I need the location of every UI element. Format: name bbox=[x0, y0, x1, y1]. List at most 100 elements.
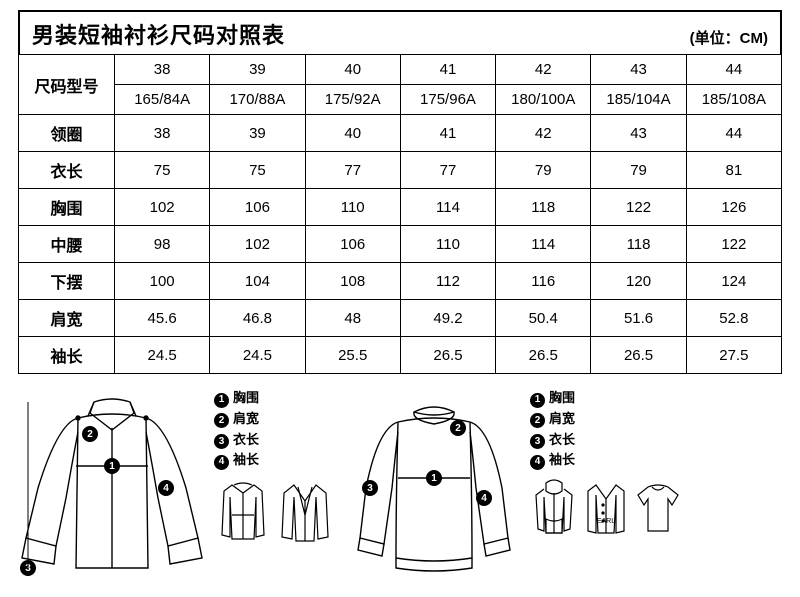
cell: 45.6 bbox=[115, 300, 210, 337]
cell: 26.5 bbox=[400, 337, 495, 374]
cell: 75 bbox=[210, 152, 305, 189]
cell: 26.5 bbox=[496, 337, 591, 374]
shirt-thumbnails bbox=[214, 475, 334, 545]
shirt-legend-col: 1胸围2肩宽3衣长4袖长 bbox=[214, 388, 334, 545]
spec-col: 170/88A bbox=[210, 85, 305, 115]
cell: 112 bbox=[400, 263, 495, 300]
legend-item: 4袖长 bbox=[530, 450, 682, 471]
sweatshirt-thumbnails: EARL bbox=[530, 475, 682, 537]
svg-text:2: 2 bbox=[87, 429, 93, 440]
cell: 42 bbox=[496, 115, 591, 152]
svg-text:4: 4 bbox=[163, 483, 169, 494]
svg-text:EARL: EARL bbox=[597, 518, 615, 525]
legend-list: 1胸围2肩宽3衣长4袖长 bbox=[214, 388, 334, 471]
spec-col: 185/104A bbox=[591, 85, 686, 115]
cell: 46.8 bbox=[210, 300, 305, 337]
cell: 75 bbox=[115, 152, 210, 189]
legend-item: 2肩宽 bbox=[214, 409, 334, 430]
table-row: 中腰98102106110114118122 bbox=[19, 226, 782, 263]
cell: 26.5 bbox=[591, 337, 686, 374]
cell: 52.8 bbox=[686, 300, 781, 337]
cell: 39 bbox=[210, 115, 305, 152]
size-col: 39 bbox=[210, 55, 305, 85]
cell: 106 bbox=[210, 189, 305, 226]
row-label: 胸围 bbox=[19, 189, 115, 226]
header-label: 尺码型号 bbox=[19, 55, 115, 115]
cell: 27.5 bbox=[686, 337, 781, 374]
cell: 48 bbox=[305, 300, 400, 337]
cell: 110 bbox=[305, 189, 400, 226]
legend-item: 3衣长 bbox=[530, 430, 682, 451]
cell: 98 bbox=[115, 226, 210, 263]
cell: 100 bbox=[115, 263, 210, 300]
row-label: 下摆 bbox=[19, 263, 115, 300]
cell: 102 bbox=[210, 226, 305, 263]
legend-list: 1胸围2肩宽3衣长4袖长 bbox=[530, 388, 682, 471]
size-table: 尺码型号 38 39 40 41 42 43 44 165/84A 170/88… bbox=[18, 54, 782, 374]
spec-col: 175/96A bbox=[400, 85, 495, 115]
hoodie-thumb-icon bbox=[530, 475, 578, 537]
table-row: 下摆100104108112116120124 bbox=[19, 263, 782, 300]
chart-title: 男装短袖衬衫尺码对照表 bbox=[32, 18, 285, 50]
cell: 38 bbox=[115, 115, 210, 152]
cell: 102 bbox=[115, 189, 210, 226]
cell: 122 bbox=[686, 226, 781, 263]
table-row: 肩宽45.646.84849.250.451.652.8 bbox=[19, 300, 782, 337]
table-row: 胸围102106110114118122126 bbox=[19, 189, 782, 226]
cell: 79 bbox=[496, 152, 591, 189]
cell: 25.5 bbox=[305, 337, 400, 374]
spec-col: 185/108A bbox=[686, 85, 781, 115]
size-col: 38 bbox=[115, 55, 210, 85]
cell: 24.5 bbox=[115, 337, 210, 374]
cell: 24.5 bbox=[210, 337, 305, 374]
svg-text:4: 4 bbox=[481, 493, 487, 504]
cell: 118 bbox=[496, 189, 591, 226]
legend-item: 3衣长 bbox=[214, 430, 334, 451]
size-col: 41 bbox=[400, 55, 495, 85]
cell: 106 bbox=[305, 226, 400, 263]
legend-item: 1胸围 bbox=[530, 388, 682, 409]
legend-item: 2肩宽 bbox=[530, 409, 682, 430]
cell: 114 bbox=[496, 226, 591, 263]
size-col: 40 bbox=[305, 55, 400, 85]
cell: 120 bbox=[591, 263, 686, 300]
cardigan-thumb-icon: EARL bbox=[582, 475, 630, 537]
cell: 81 bbox=[686, 152, 781, 189]
svg-text:2: 2 bbox=[455, 423, 461, 434]
blazer-thumb-icon bbox=[276, 475, 334, 545]
cell: 77 bbox=[305, 152, 400, 189]
size-col: 42 bbox=[496, 55, 591, 85]
size-col: 44 bbox=[686, 55, 781, 85]
cell: 126 bbox=[686, 189, 781, 226]
spec-col: 180/100A bbox=[496, 85, 591, 115]
header-row-1: 尺码型号 38 39 40 41 42 43 44 bbox=[19, 55, 782, 85]
cell: 44 bbox=[686, 115, 781, 152]
sweatshirt-diagram-block: 1 2 3 4 1胸围2肩宽3衣长4袖长 bbox=[344, 388, 682, 583]
table-row: 领圈38394041424344 bbox=[19, 115, 782, 152]
jacket-thumb-icon bbox=[214, 475, 272, 545]
cell: 124 bbox=[686, 263, 781, 300]
row-label: 袖长 bbox=[19, 337, 115, 374]
cell: 50.4 bbox=[496, 300, 591, 337]
spec-col: 165/84A bbox=[115, 85, 210, 115]
row-label: 领圈 bbox=[19, 115, 115, 152]
svg-text:3: 3 bbox=[367, 483, 373, 494]
cell: 116 bbox=[496, 263, 591, 300]
row-label: 中腰 bbox=[19, 226, 115, 263]
collared-shirt-diagram: 1 2 3 4 bbox=[18, 388, 208, 583]
title-row: 男装短袖衬衫尺码对照表 (单位：CM) bbox=[18, 10, 782, 54]
legend-item: 1胸围 bbox=[214, 388, 334, 409]
row-label: 肩宽 bbox=[19, 300, 115, 337]
cell: 41 bbox=[400, 115, 495, 152]
shirt-diagram-block: 1 2 3 4 1胸围2肩宽3衣长4袖长 bbox=[18, 388, 334, 583]
header-row-2: 165/84A 170/88A 175/92A 175/96A 180/100A… bbox=[19, 85, 782, 115]
cell: 122 bbox=[591, 189, 686, 226]
cell: 40 bbox=[305, 115, 400, 152]
row-label: 衣长 bbox=[19, 152, 115, 189]
sweatshirt-diagram: 1 2 3 4 bbox=[344, 388, 524, 583]
cell: 110 bbox=[400, 226, 495, 263]
table-row: 衣长75757777797981 bbox=[19, 152, 782, 189]
diagram-row: 1 2 3 4 1胸围2肩宽3衣长4袖长 bbox=[18, 388, 782, 583]
cell: 77 bbox=[400, 152, 495, 189]
size-col: 43 bbox=[591, 55, 686, 85]
